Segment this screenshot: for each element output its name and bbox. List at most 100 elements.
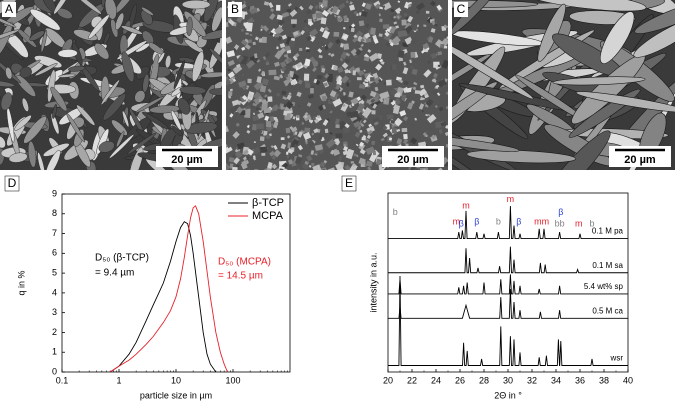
crystal	[392, 104, 400, 115]
crystal	[382, 24, 390, 29]
crystal	[346, 82, 350, 87]
x-tick-label: 22	[407, 375, 417, 385]
crystal	[299, 5, 304, 11]
flake	[121, 25, 143, 35]
crystal	[281, 34, 288, 40]
crystal	[271, 163, 278, 170]
crystal	[286, 94, 292, 101]
crystal	[440, 43, 445, 49]
crystal	[410, 37, 417, 45]
flake	[5, 67, 13, 80]
annotation: D₅₀ (β-TCP)	[95, 253, 149, 264]
crystal	[445, 143, 448, 149]
crystal	[297, 104, 301, 108]
flake	[177, 97, 191, 115]
crystal	[309, 119, 314, 124]
crystal	[360, 94, 367, 101]
crystal	[269, 115, 275, 123]
crystal	[317, 63, 321, 67]
crystal	[226, 21, 229, 29]
crystal	[273, 75, 280, 81]
crystal	[302, 131, 312, 140]
crystal	[343, 146, 349, 152]
crystal	[261, 103, 268, 111]
x-tick-label: 34	[551, 375, 561, 385]
crystal	[414, 117, 418, 121]
crystal	[304, 127, 311, 133]
crystal	[253, 141, 256, 143]
crystal	[404, 25, 413, 34]
x-axis-label: 2Θ in °	[494, 390, 522, 400]
crystal	[420, 169, 429, 170]
flake	[209, 48, 222, 66]
crystal	[416, 26, 422, 32]
flake	[76, 104, 96, 126]
crystal	[342, 26, 346, 30]
shard	[452, 146, 483, 170]
crystal	[243, 0, 247, 4]
crystal	[244, 43, 251, 50]
crystal	[423, 24, 427, 27]
crystal	[344, 164, 352, 170]
crystal	[287, 148, 294, 155]
crystal	[313, 78, 318, 84]
crystal	[353, 152, 357, 157]
y-tick-label: 4	[52, 287, 57, 297]
crystal	[306, 35, 312, 42]
flake	[127, 132, 157, 155]
x-tick-label: 20	[383, 375, 393, 385]
crystal	[367, 166, 372, 170]
crystal	[277, 35, 283, 42]
crystal	[302, 25, 311, 33]
crystal	[375, 158, 382, 166]
crystal	[252, 41, 256, 46]
crystal	[249, 33, 253, 37]
crystal	[444, 161, 448, 167]
crystal	[349, 110, 359, 119]
crystal	[445, 91, 448, 96]
crystal	[257, 112, 265, 119]
crystal	[419, 84, 425, 89]
crystal	[245, 105, 251, 110]
crystal	[380, 137, 385, 142]
crystal	[350, 27, 355, 33]
legend-label: MCPA	[252, 210, 284, 222]
flake	[201, 28, 222, 40]
crystal	[241, 73, 245, 77]
crystal	[419, 167, 429, 170]
crystal	[359, 141, 365, 147]
crystal	[281, 90, 287, 96]
crystal	[233, 157, 241, 165]
flake	[58, 107, 84, 125]
crystal	[322, 30, 331, 39]
crystal	[358, 20, 365, 27]
crystal	[324, 44, 329, 51]
crystal	[383, 167, 388, 170]
series-line	[109, 221, 217, 373]
crystal	[374, 86, 379, 92]
crystal	[338, 155, 343, 161]
crystal	[427, 113, 431, 117]
crystal	[308, 4, 314, 10]
shard	[522, 0, 647, 12]
crystal	[343, 143, 347, 147]
crystal	[426, 113, 437, 124]
crystal	[364, 79, 369, 83]
crystal	[232, 47, 237, 53]
crystal	[269, 13, 276, 20]
flake	[191, 51, 204, 82]
annotation: m	[453, 217, 461, 227]
crystal	[245, 32, 249, 35]
crystal	[340, 51, 348, 60]
crystal	[297, 144, 304, 151]
crystal	[256, 29, 267, 39]
crystal	[251, 123, 258, 131]
crystal	[340, 102, 349, 112]
crystal	[300, 29, 306, 35]
flake	[58, 73, 77, 78]
crystal	[325, 138, 336, 149]
crystal	[363, 69, 366, 72]
crystal	[272, 104, 280, 111]
crystal	[374, 3, 381, 10]
